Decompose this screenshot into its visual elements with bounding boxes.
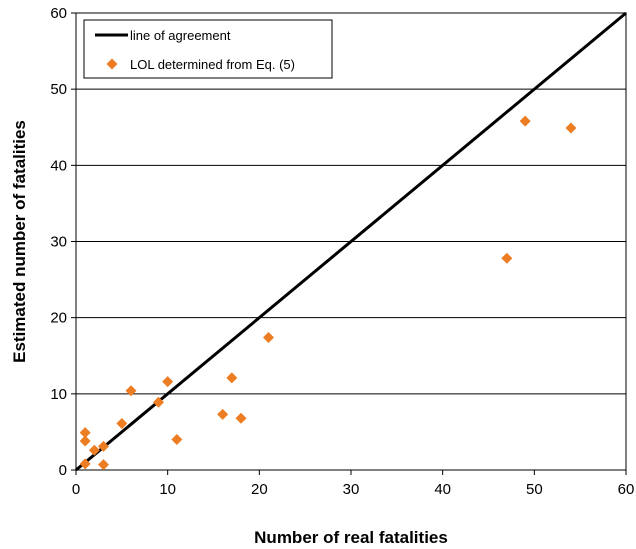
x-tick-label: 20 — [251, 481, 268, 498]
data-point — [501, 252, 513, 264]
x-tick-label: 0 — [72, 481, 80, 498]
x-tick-label: 50 — [526, 481, 543, 498]
agreement-line — [75, 11, 627, 472]
data-point — [79, 435, 91, 447]
y-tick-label: 20 — [50, 310, 67, 327]
y-tick-label: 10 — [50, 386, 67, 403]
data-point — [162, 376, 174, 388]
data-point — [217, 408, 229, 420]
data-point — [519, 115, 531, 127]
data-point — [79, 458, 91, 470]
y-tick-label: 40 — [50, 157, 67, 174]
x-tick-label: 60 — [618, 481, 635, 498]
series-layer — [75, 11, 627, 472]
data-point — [98, 459, 109, 471]
data-point — [125, 385, 137, 397]
data-point — [88, 444, 100, 456]
data-point — [263, 331, 274, 343]
data-point — [171, 434, 183, 446]
y-tick-label: 30 — [50, 234, 67, 251]
y-tick-label: 0 — [59, 462, 67, 479]
x-tick-label: 40 — [434, 481, 451, 498]
y-axis-ticks: 0 10 20 30 40 50 60 — [50, 5, 76, 479]
legend-diamond-swatch — [106, 58, 118, 70]
legend-label-scatter: LOL determined from Eq. (5) — [130, 57, 295, 72]
x-tick-label: 30 — [343, 481, 360, 498]
y-tick-label: 60 — [50, 5, 67, 22]
data-point — [116, 418, 128, 430]
x-axis-title: Number of real fatalities — [254, 528, 448, 547]
legend-label-line: line of agreement — [130, 28, 231, 43]
y-tick-label: 50 — [50, 81, 67, 98]
data-point — [235, 412, 247, 424]
data-point — [565, 122, 577, 134]
data-point — [226, 372, 238, 384]
y-axis-title: Estimated number of fatalities — [10, 120, 29, 363]
x-tick-label: 10 — [159, 481, 176, 498]
legend-box — [83, 19, 333, 79]
x-axis-ticks: 0 10 20 30 40 50 60 — [72, 470, 635, 498]
data-point — [153, 396, 164, 408]
data-point — [98, 440, 109, 452]
data-point — [79, 427, 91, 439]
legend: line of agreement LOL determined from Eq… — [83, 19, 333, 79]
